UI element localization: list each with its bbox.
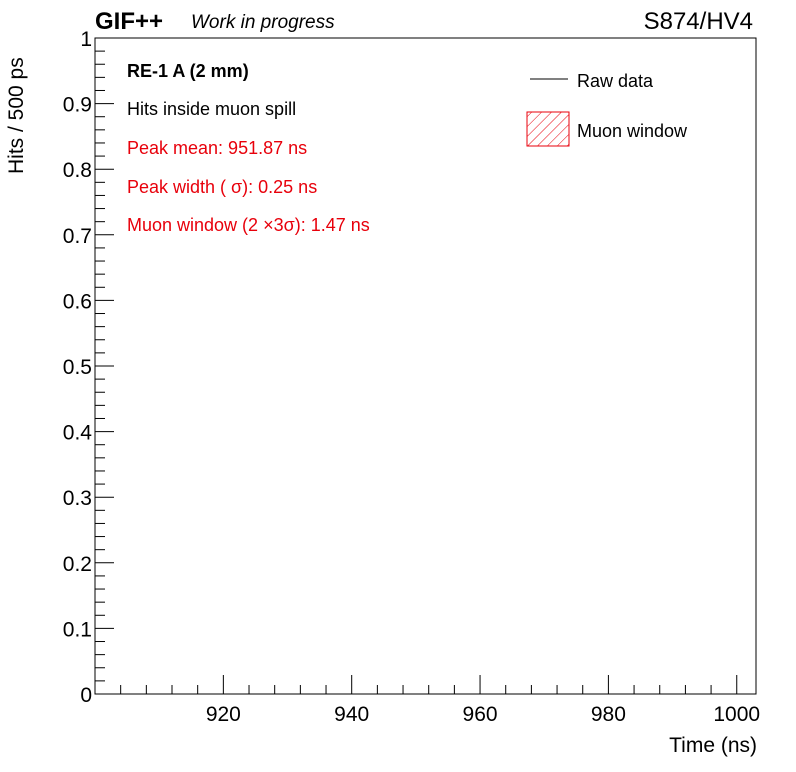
y-tick-label: 0.1 xyxy=(63,618,92,641)
y-tick-label: 0.5 xyxy=(63,356,92,379)
y-tick-label: 0.8 xyxy=(63,159,92,182)
y-tick-label: 0.3 xyxy=(63,487,92,510)
y-tick-label: 0.9 xyxy=(63,94,92,117)
y-tick-label: 0.2 xyxy=(63,553,92,576)
peak-width-label: Peak width ( σ): 0.25 ns xyxy=(127,177,318,197)
axis-ticks xyxy=(95,37,738,695)
legend-muon-window-label: Muon window xyxy=(577,121,688,141)
x-tick-label: 920 xyxy=(206,703,241,726)
y-tick-label: 0.4 xyxy=(63,422,93,445)
muon-window-label: Muon window (2 ×3σ): 1.47 ns xyxy=(127,215,370,235)
run-label: S874/HV4 xyxy=(643,8,753,35)
y-tick-label: 1 xyxy=(80,28,92,51)
gif-logo-text: GIF++ xyxy=(95,8,164,35)
y-axis-title: Hits / 500 ps xyxy=(5,57,28,174)
y-tick-label: 0.6 xyxy=(63,290,92,313)
x-tick-label: 1000 xyxy=(713,703,760,726)
legend-raw-data-label: Raw data xyxy=(577,71,654,91)
chamber-label: RE-1 A (2 mm) xyxy=(127,61,249,81)
x-tick-label: 960 xyxy=(463,703,498,726)
y-tick-label: 0.7 xyxy=(63,225,92,248)
x-tick-label: 980 xyxy=(591,703,626,726)
work-in-progress-label: Work in progress xyxy=(191,12,335,33)
peak-mean-label: Peak mean: 951.87 ns xyxy=(127,138,308,158)
legend xyxy=(526,78,570,147)
legend-muon-window-box xyxy=(526,111,570,147)
y-tick-label: 0 xyxy=(80,684,92,707)
x-axis-title: Time (ns) xyxy=(669,734,757,757)
selection-label: Hits inside muon spill xyxy=(127,99,297,119)
x-tick-label: 940 xyxy=(334,703,369,726)
tick-labels: 920 940 960 980 1000 0 0.1 0.2 0.3 0.4 0.5 0.6 0.7 0.… xyxy=(63,28,760,726)
